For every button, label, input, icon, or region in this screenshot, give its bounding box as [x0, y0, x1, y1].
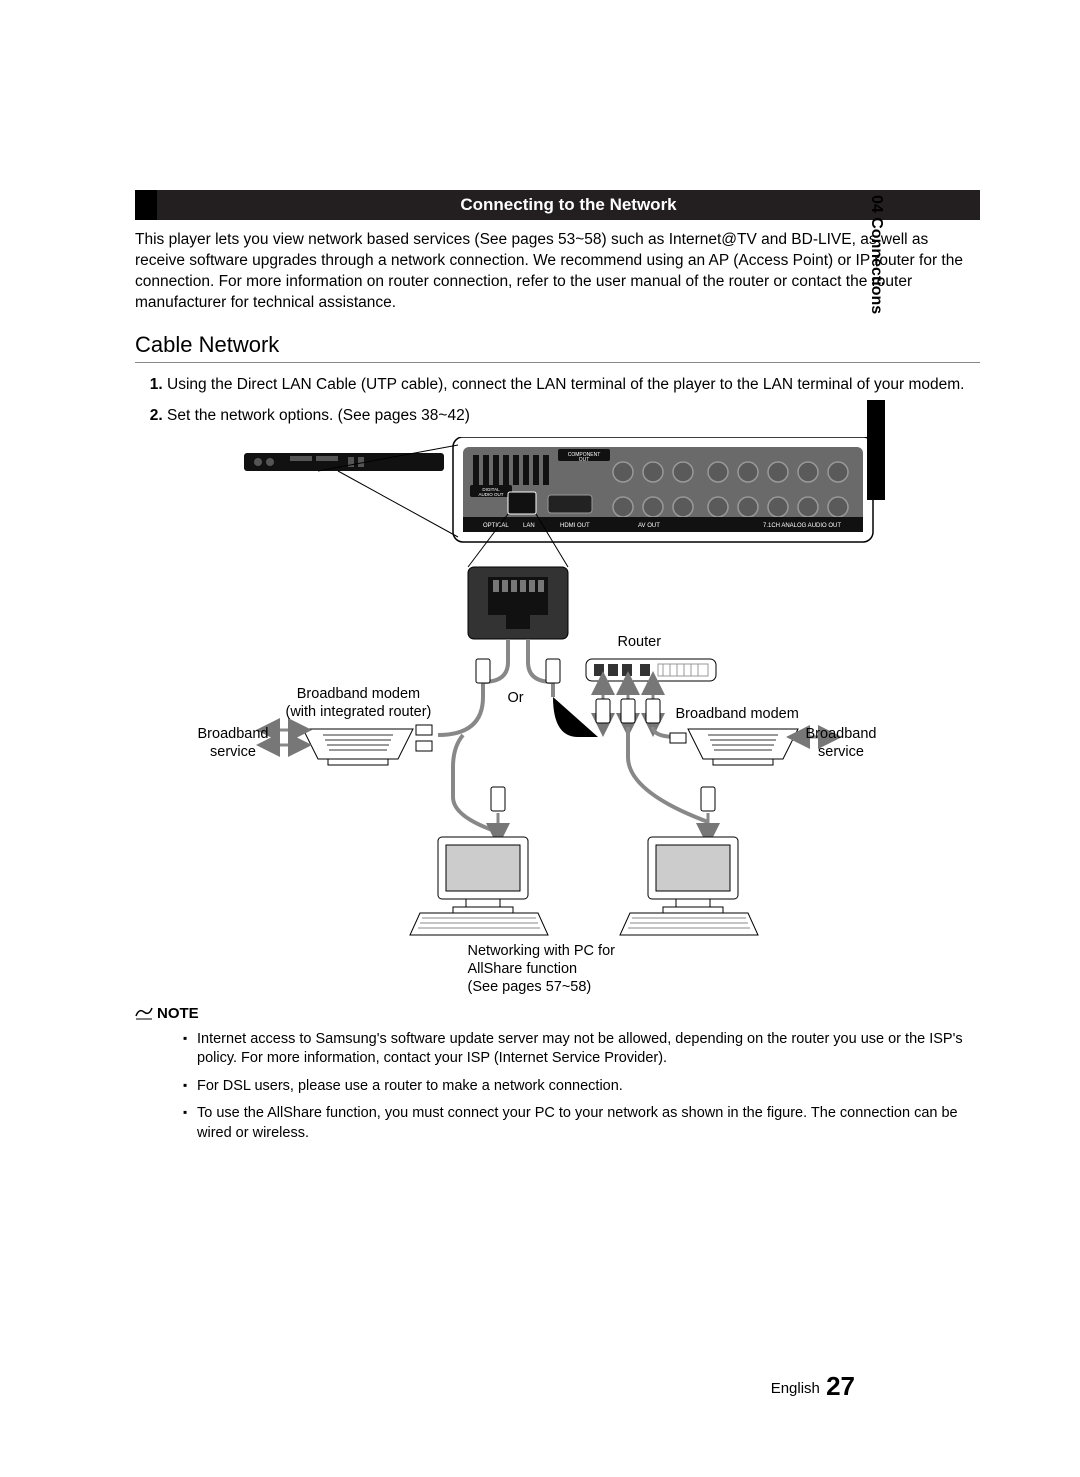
- network-diagram: COMPONENT OUT OPTICAL LAN HDMI OUT AV OU…: [208, 437, 908, 997]
- note-2: For DSL users, please use a router to ma…: [183, 1077, 980, 1097]
- section-title: Connecting to the Network: [157, 190, 980, 220]
- step-1: Using the Direct LAN Cable (UTP cable), …: [167, 375, 980, 396]
- svg-text:HDMI OUT: HDMI OUT: [560, 523, 590, 529]
- note-1: Internet access to Samsung's software up…: [183, 1030, 980, 1069]
- label-or: Or: [508, 689, 524, 707]
- svg-text:LAN: LAN: [523, 523, 535, 529]
- note-3: To use the AllShare function, you must c…: [183, 1104, 980, 1143]
- notes-list: Internet access to Samsung's software up…: [135, 1030, 980, 1144]
- label-pc-caption: Networking with PC for AllShare function…: [468, 942, 615, 996]
- footer-lang: English: [771, 1380, 820, 1397]
- svg-text:7.1CH ANALOG AUDIO OUT: 7.1CH ANALOG AUDIO OUT: [763, 523, 841, 529]
- page-footer: English 27: [771, 1371, 855, 1402]
- label-broadband-left: Broadband service: [198, 725, 269, 761]
- step-2: Set the network options. (See pages 38~4…: [167, 406, 980, 427]
- label-modem: Broadband modem: [676, 705, 799, 723]
- side-tab: 04 Connections: [867, 195, 885, 314]
- steps-list: Using the Direct LAN Cable (UTP cable), …: [135, 375, 980, 427]
- label-router: Router: [618, 633, 662, 651]
- intro-paragraph: This player lets you view network based …: [135, 230, 980, 314]
- svg-text:OUT: OUT: [578, 457, 589, 463]
- section-header: Connecting to the Network: [135, 190, 980, 220]
- note-icon: [135, 1006, 153, 1024]
- note-title: NOTE: [157, 1005, 199, 1022]
- label-broadband-right: Broadband service: [806, 725, 877, 761]
- footer-page-number: 27: [826, 1371, 855, 1401]
- label-modem-integrated: Broadband modem (with integrated router): [286, 685, 432, 721]
- svg-text:AV OUT: AV OUT: [638, 523, 660, 529]
- svg-text:OPTICAL: OPTICAL: [483, 523, 509, 529]
- svg-text:AUDIO OUT: AUDIO OUT: [478, 492, 503, 497]
- note-heading: NOTE: [135, 1005, 980, 1024]
- subheading-cable-network: Cable Network: [135, 332, 980, 363]
